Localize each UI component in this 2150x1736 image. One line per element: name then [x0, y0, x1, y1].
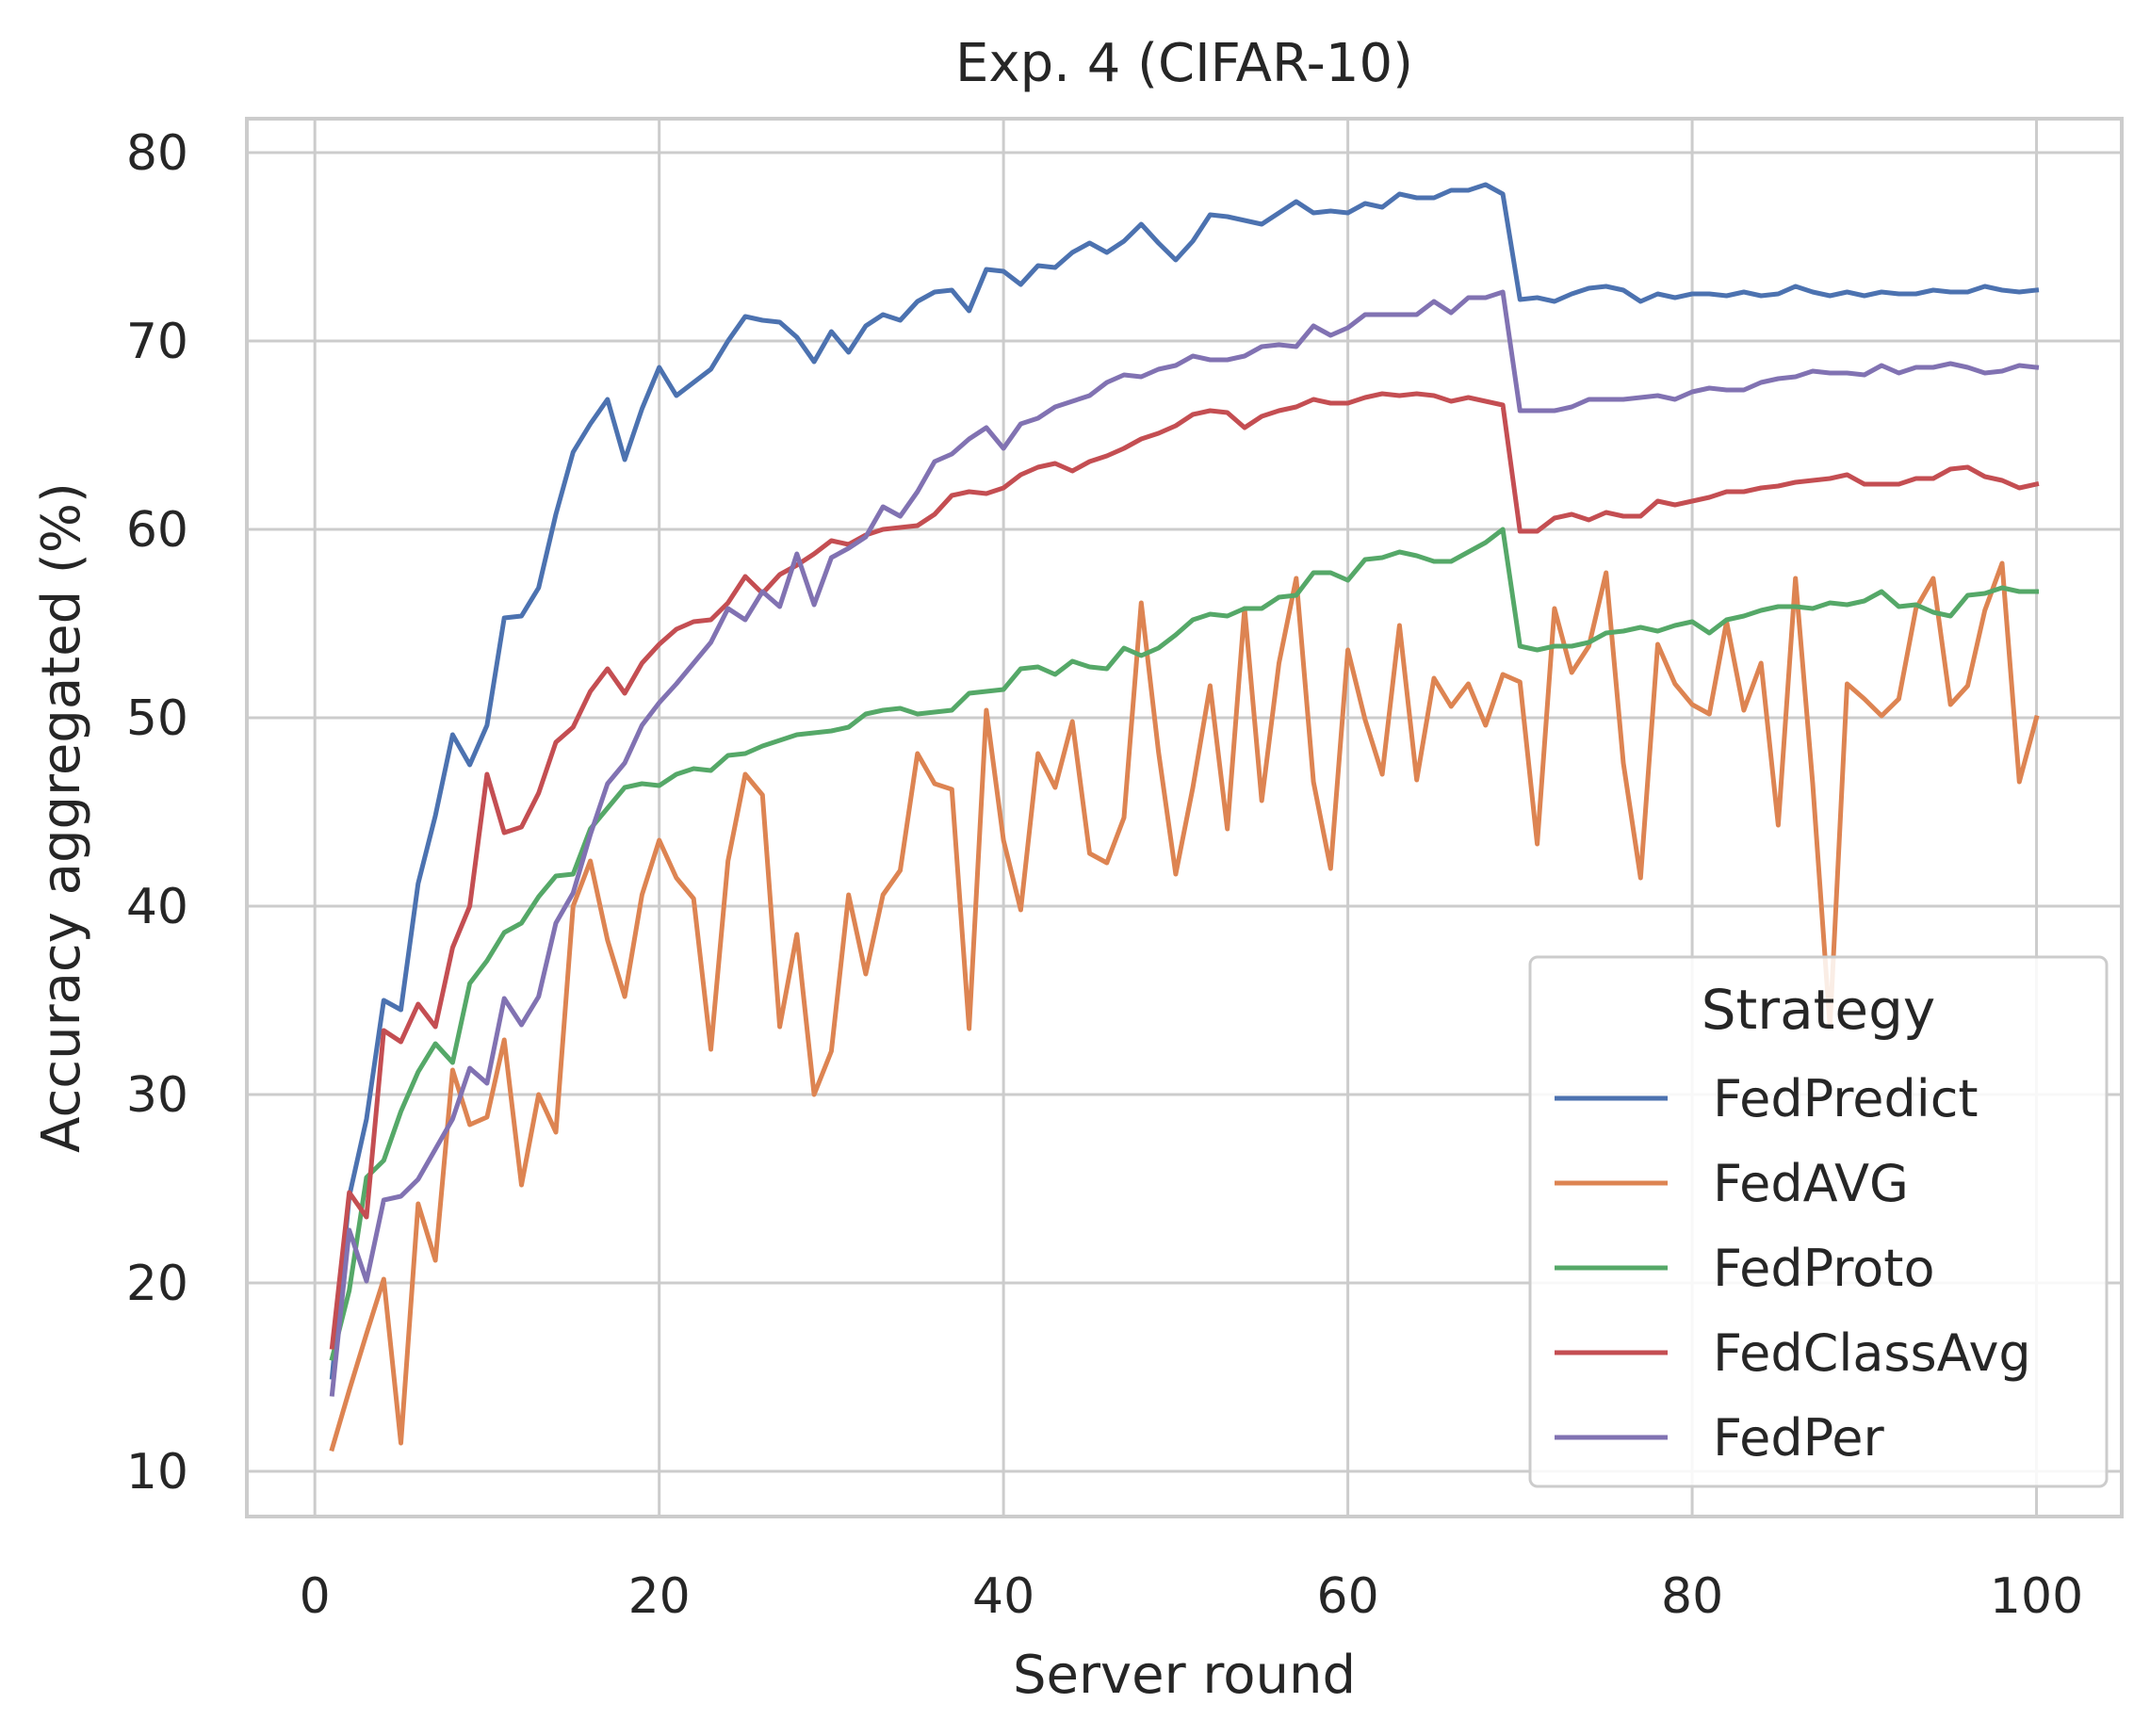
x-tick-label: 20 — [628, 1568, 691, 1625]
series-line-fedclassavg — [329, 391, 2040, 1350]
legend: Strategy FedPredict FedAVG FedProto FedClas… — [1528, 955, 2109, 1488]
y-tick-label: 10 — [126, 1444, 188, 1501]
x-tick-label: 40 — [972, 1568, 1034, 1625]
legend-box — [1528, 955, 2109, 1488]
chart-title: Exp. 4 (CIFAR-10) — [955, 33, 1413, 94]
series-line-fedper — [329, 289, 2040, 1397]
y-tick-label: 30 — [126, 1067, 188, 1124]
legend-label: FedProto — [1713, 1239, 1935, 1298]
legend-items: FedPredict FedAVG FedProto FedClassAvg FedPe… — [1555, 1069, 2031, 1468]
plot-frame — [245, 117, 2124, 1518]
x-tick-label: 80 — [1661, 1568, 1723, 1625]
x-tick-label: 100 — [1990, 1568, 2083, 1625]
y-tick-label: 20 — [126, 1256, 188, 1312]
series-line-fedpredict — [329, 182, 2040, 1380]
y-tick-label: 70 — [126, 314, 188, 370]
y-tick-label: 40 — [126, 879, 188, 935]
x-tick-label: 60 — [1317, 1568, 1379, 1625]
y-tick-label: 80 — [126, 125, 188, 182]
legend-label: FedAVG — [1713, 1154, 1909, 1213]
legend-title: Strategy — [1702, 978, 1936, 1042]
legend-label: FedClassAvg — [1713, 1323, 2031, 1383]
y-axis-label: Accuracy aggregated (%) — [31, 482, 92, 1153]
y-tick-label: 50 — [126, 690, 188, 747]
legend-label: FedPer — [1713, 1408, 1884, 1468]
x-axis-label: Server round — [1013, 1645, 1356, 1706]
series-line-fedproto — [329, 527, 2039, 1362]
y-tick-label: 60 — [126, 502, 188, 559]
x-tick-labels: 0 20 40 60 80 100 — [300, 1568, 2084, 1625]
legend-label: FedPredict — [1713, 1069, 1979, 1128]
series-layer — [329, 182, 2040, 1452]
series-line-fedavg — [329, 560, 2040, 1452]
x-tick-label: 0 — [300, 1568, 331, 1625]
y-tick-labels: 10 20 30 40 50 60 70 80 — [126, 125, 188, 1501]
